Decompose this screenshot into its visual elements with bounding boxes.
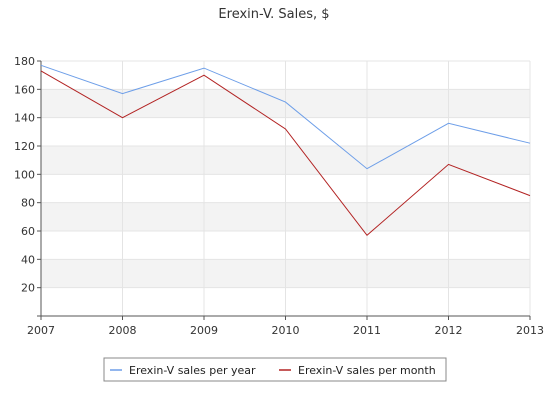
x-tick-label: 2009 (190, 324, 218, 337)
x-tick-label: 2010 (272, 324, 300, 337)
series-line-month (40, 70, 531, 237)
y-tick-label: 60 (21, 225, 35, 238)
series-lines (40, 64, 531, 237)
legend-label-year: Erexin-V sales per year (129, 364, 256, 377)
x-axis-ticks: 2007 2008 2009 2010 2011 2012 2013 (27, 316, 544, 337)
x-tick-label: 2013 (516, 324, 544, 337)
legend: Erexin-V sales per year Erexin-V sales p… (103, 357, 447, 382)
y-tick-label: 120 (14, 140, 35, 153)
y-tick-label: 160 (14, 83, 35, 96)
y-axis-ticks: 20 40 60 80 100 120 140 160 180 (14, 55, 41, 317)
y-tick-label: 180 (14, 55, 35, 68)
x-tick-label: 2012 (435, 324, 463, 337)
y-tick-label: 140 (14, 112, 35, 125)
y-tick-label: 100 (14, 168, 35, 181)
x-tick-label: 2008 (109, 324, 137, 337)
series-line-year (40, 64, 531, 170)
chart-title: Erexin-V. Sales, $ (218, 7, 329, 22)
y-tick-label: 40 (21, 253, 35, 266)
legend-box (103, 357, 447, 382)
x-tick-label: 2007 (27, 324, 55, 337)
legend-label-month: Erexin-V sales per month (298, 364, 436, 377)
x-tick-label: 2011 (353, 324, 381, 337)
y-tick-label: 20 (21, 282, 35, 295)
y-tick-label: 80 (21, 197, 35, 210)
